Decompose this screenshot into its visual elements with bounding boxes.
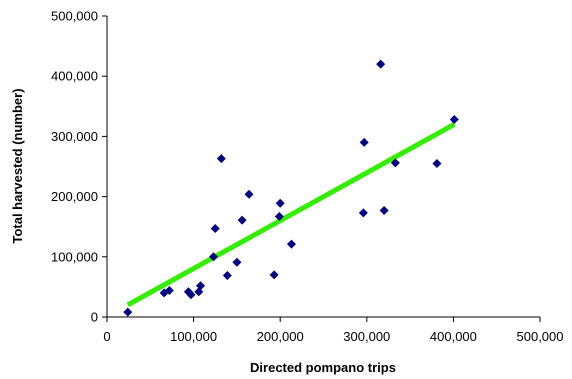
data-point bbox=[210, 224, 220, 234]
axes bbox=[102, 15, 541, 322]
x-tick-label: 400,000 bbox=[430, 329, 477, 344]
data-point bbox=[209, 252, 219, 262]
data-point bbox=[432, 158, 442, 168]
data-point bbox=[358, 208, 368, 218]
data-point bbox=[274, 211, 284, 221]
trendline bbox=[126, 122, 456, 308]
data-point bbox=[275, 198, 285, 208]
x-axis-title: Directed pompano trips bbox=[250, 360, 396, 375]
data-point bbox=[390, 158, 400, 168]
x-tick-label: 300,000 bbox=[343, 329, 390, 344]
data-point bbox=[222, 270, 232, 280]
data-point bbox=[232, 257, 242, 267]
data-point bbox=[123, 307, 133, 317]
x-tick-label: 100,000 bbox=[170, 329, 217, 344]
y-tick-label: 100,000 bbox=[51, 249, 98, 264]
y-tick-label: 500,000 bbox=[51, 9, 98, 24]
data-points bbox=[123, 59, 459, 317]
y-tick-label: 400,000 bbox=[51, 69, 98, 84]
data-point bbox=[216, 154, 226, 164]
data-point bbox=[269, 270, 279, 280]
data-point bbox=[379, 205, 389, 215]
y-tick-label: 300,000 bbox=[51, 129, 98, 144]
data-point bbox=[196, 281, 206, 291]
data-point bbox=[359, 137, 369, 147]
data-point bbox=[164, 286, 174, 296]
tick-labels: 0 100,000 200,000 300,000 400,000 500,000 0 100… bbox=[51, 9, 564, 345]
y-axis-title: Total harvested (number) bbox=[10, 88, 25, 243]
data-point bbox=[286, 239, 296, 249]
y-tick-label: 200,000 bbox=[51, 189, 98, 204]
x-tick-label: 200,000 bbox=[257, 329, 304, 344]
data-point bbox=[449, 115, 459, 125]
data-point bbox=[376, 59, 386, 69]
x-tick-label: 0 bbox=[103, 329, 110, 344]
data-point bbox=[237, 215, 247, 225]
data-point bbox=[186, 290, 196, 300]
data-point bbox=[244, 189, 254, 199]
y-tick-label: 0 bbox=[91, 310, 98, 325]
trendline-layer bbox=[126, 122, 456, 308]
x-tick-label: 500,000 bbox=[517, 329, 564, 344]
